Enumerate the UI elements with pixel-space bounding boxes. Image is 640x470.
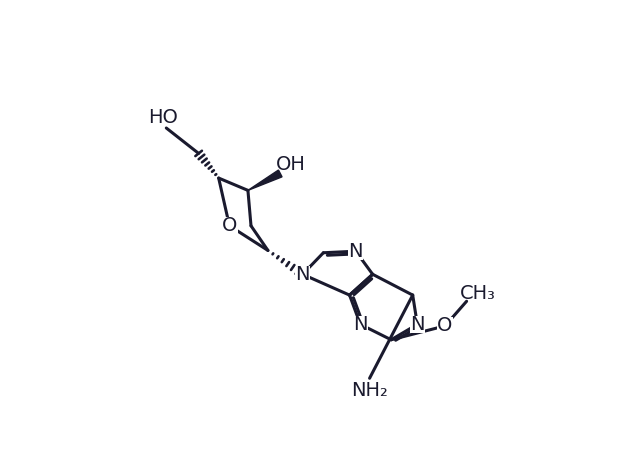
Bar [348,243,364,260]
Text: CH₃: CH₃ [460,284,495,303]
Text: N: N [348,242,363,261]
Text: N: N [353,315,367,334]
Text: NH₂: NH₂ [351,381,388,400]
Bar [353,316,368,333]
Bar [437,317,452,334]
Bar [410,316,425,333]
Bar [221,217,238,234]
Text: N: N [410,315,424,334]
Bar [221,217,237,234]
Text: O: O [437,316,452,336]
Text: OH: OH [276,155,306,174]
Polygon shape [248,170,282,190]
Text: N: N [295,265,310,284]
Bar [295,266,310,283]
Text: HO: HO [148,108,178,127]
Bar [437,317,452,334]
Text: O: O [221,216,237,235]
